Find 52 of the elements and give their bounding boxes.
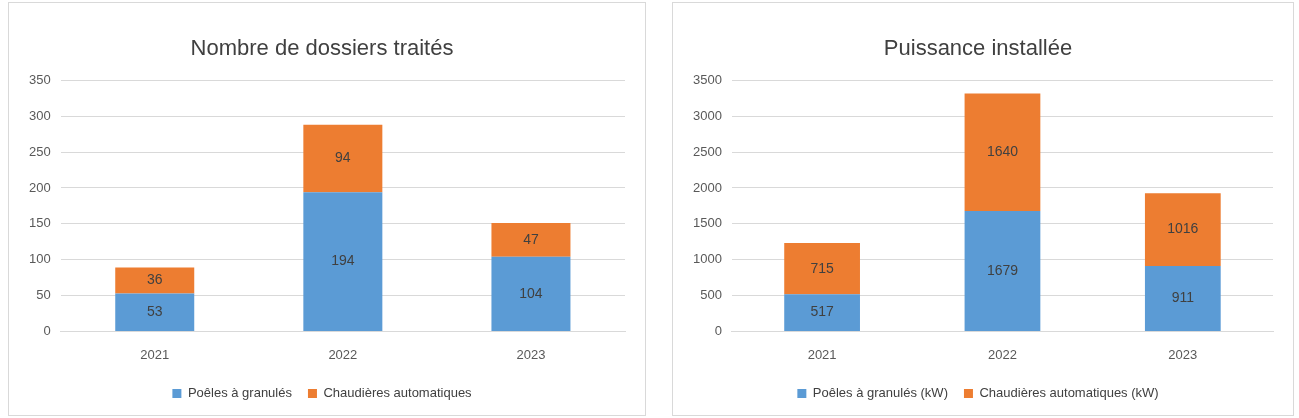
legend-label: Poêles à granulés [187,385,293,401]
bar [1144,193,1221,267]
y-tick-label: 250 [28,143,51,159]
y-tick-label: 100 [28,251,51,267]
y-tick-label: 2500 [693,143,722,159]
y-tick-label: 200 [28,179,51,195]
chart-title: Puissance installée [883,35,1073,61]
y-tick-label: 2000 [693,179,722,195]
x-tick-label: 2021 [807,346,837,362]
data-label: 1679 [986,261,1019,278]
y-tick-label: 300 [28,107,51,123]
data-label: 47 [523,230,539,247]
data-label: 94 [335,149,351,166]
legend-label: Poêles à granulés (kW) [812,385,948,401]
legend-label: Chaudières automatiques (kW) [979,385,1159,401]
data-label: 104 [519,284,543,301]
bar [115,293,195,331]
bar [491,256,571,331]
bar [303,124,383,193]
x-tick-label: 2023 [1168,346,1198,362]
y-tick-label: 500 [700,287,722,303]
y-tick-label: 1000 [693,251,722,267]
bar [964,93,1041,211]
data-label: 517 [810,303,834,320]
bar [115,267,195,294]
bar [303,192,383,331]
y-tick-label: 150 [28,215,51,231]
data-label: 36 [146,271,163,288]
bar [1144,266,1221,331]
legend-label: Chaudières automatiques [323,385,473,401]
data-label: 1016 [1167,220,1199,237]
y-tick-label: 0 [43,322,51,338]
y-tick-label: 350 [28,71,51,87]
data-label: 715 [810,259,834,276]
x-tick-label: 2022 [328,346,358,362]
y-tick-label: 3500 [693,71,722,87]
y-tick-label: 50 [36,287,51,303]
y-tick-label: 1500 [693,215,722,231]
chart-title: Nombre de dossiers traités [190,35,454,61]
data-label: 1640 [986,143,1019,160]
x-tick-label: 2021 [140,346,170,362]
data-label: 911 [1171,289,1195,306]
x-tick-label: 2022 [988,346,1017,362]
y-tick-label: 0 [714,322,722,338]
x-tick-label: 2023 [516,346,546,362]
bar [784,294,860,331]
data-label: 194 [331,252,355,269]
bar [491,223,571,257]
data-label: 53 [146,303,163,320]
y-tick-label: 3000 [693,107,722,123]
bar [964,210,1041,331]
bar [784,243,860,295]
